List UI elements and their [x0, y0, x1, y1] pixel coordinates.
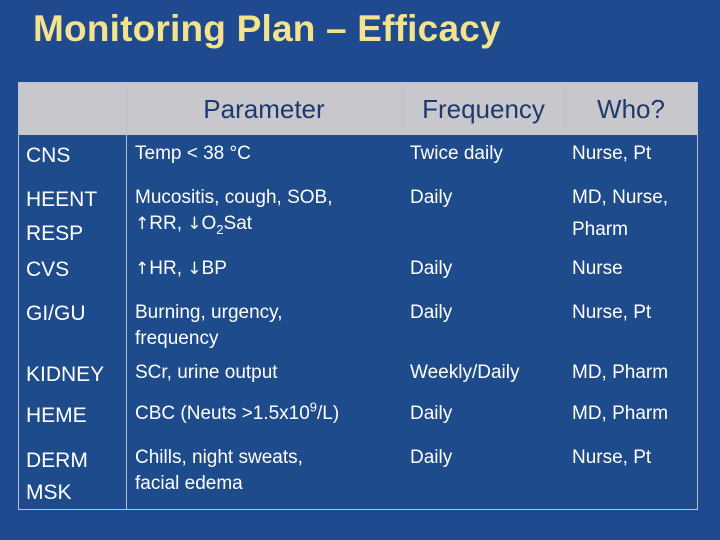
- row-frequency: Daily: [410, 302, 453, 323]
- row-frequency: Daily: [410, 258, 453, 279]
- row-parameter: Temp < 38 °C: [135, 143, 251, 164]
- up-arrow-icon: ↑: [135, 259, 150, 279]
- row-parameter: CBC (Neuts >1.5x109/L): [135, 401, 339, 427]
- row-parameter: ↑HR, ↓BP: [135, 256, 227, 282]
- row-frequency: Daily: [410, 403, 453, 424]
- parameter-rr: RR,: [149, 213, 182, 234]
- row-category: CNS: [26, 144, 71, 167]
- parameter-text: CBC (Neuts >1.5x10: [135, 403, 310, 424]
- parameter-o2: O: [201, 213, 217, 234]
- row-who: MD, Pharm: [572, 403, 669, 424]
- row-parameter: SCr, urine output: [135, 362, 278, 383]
- row-parameter: frequency: [135, 328, 219, 349]
- header-frequency: Frequency: [402, 83, 565, 135]
- row-parameter: Mucositis, cough, SOB,: [135, 187, 333, 208]
- row-category: HEENT: [26, 188, 98, 211]
- row-frequency: Daily: [410, 447, 453, 468]
- parameter-superscript: 9: [309, 399, 318, 415]
- slide-title: Monitoring Plan – Efficacy: [33, 8, 501, 49]
- row-frequency: Daily: [410, 187, 453, 208]
- row-parameter: facial edema: [135, 473, 243, 494]
- parameter-o2-subscript: 2: [216, 221, 224, 237]
- parameter-o2-tail: Sat: [223, 213, 253, 234]
- row-category: KIDNEY: [26, 363, 105, 386]
- row-who: Pharm: [572, 219, 628, 240]
- row-category: CVS: [26, 258, 70, 281]
- row-category: DERM: [26, 449, 88, 472]
- row-category: GI/GU: [26, 302, 86, 325]
- table-header-row: Parameter Frequency Who?: [19, 83, 697, 135]
- row-parameter: ↑RR, ↓O2Sat: [135, 211, 252, 237]
- parameter-text: /L): [317, 403, 340, 424]
- row-who: MD, Pharm: [572, 362, 669, 383]
- header-who: Who?: [565, 83, 697, 135]
- header-parameter: Parameter: [126, 83, 402, 135]
- down-arrow-icon: ↓: [187, 214, 202, 234]
- row-who: Nurse: [572, 258, 623, 279]
- row-who: MD, Nurse,: [572, 187, 669, 208]
- header-category: [19, 83, 126, 135]
- column-divider: [565, 83, 566, 135]
- parameter-hr: HR,: [149, 258, 182, 279]
- row-frequency: Twice daily: [410, 143, 503, 164]
- row-who: Nurse, Pt: [572, 143, 652, 164]
- column-divider: [126, 83, 127, 509]
- row-frequency: Weekly/Daily: [410, 362, 520, 383]
- row-who: Nurse, Pt: [572, 302, 652, 323]
- row-who: Nurse, Pt: [572, 447, 652, 468]
- monitoring-table: Parameter Frequency Who? CNS Temp < 38 °…: [18, 82, 698, 510]
- row-category: MSK: [26, 481, 72, 504]
- column-divider: [402, 83, 403, 135]
- up-arrow-icon: ↑: [135, 214, 150, 234]
- row-parameter: Chills, night sweats,: [135, 447, 303, 468]
- down-arrow-icon: ↓: [187, 259, 202, 279]
- parameter-bp: BP: [201, 258, 227, 279]
- row-parameter: Burning, urgency,: [135, 302, 283, 323]
- row-category: HEME: [26, 404, 87, 427]
- row-category: RESP: [26, 222, 84, 245]
